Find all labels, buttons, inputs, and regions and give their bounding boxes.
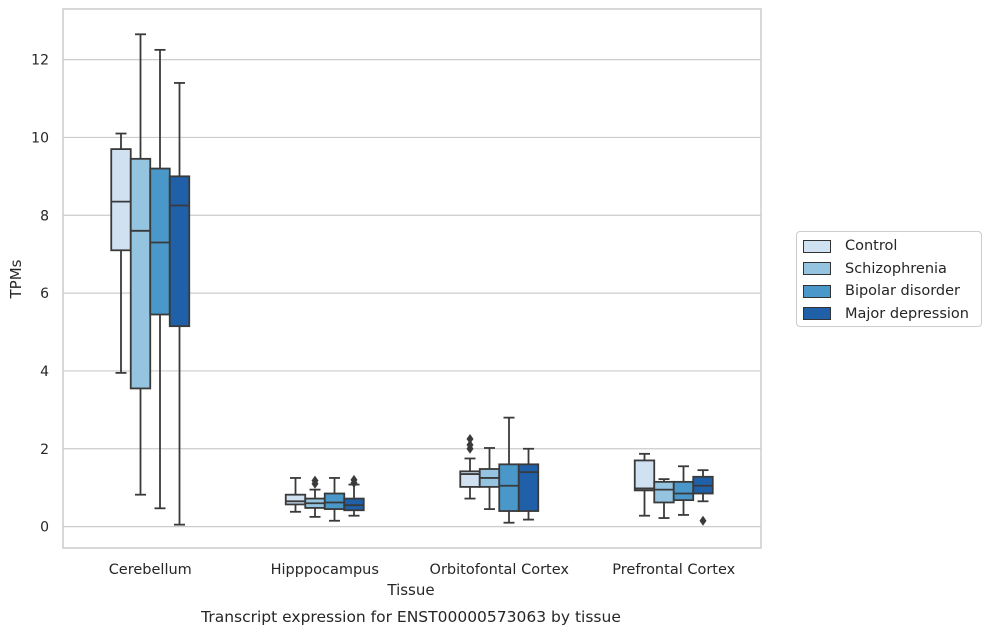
x-tick-label: Prefrontal Cortex	[612, 562, 735, 578]
box-iqr	[517, 463, 540, 512]
legend-label: Bipolar disorder	[845, 283, 960, 299]
box-iqr	[149, 167, 171, 316]
legend-item: Bipolar disorder	[803, 281, 960, 301]
outlier-point	[311, 475, 319, 486]
box-3-0	[633, 452, 656, 517]
y-tick-label: 8	[40, 208, 49, 224]
y-tick-label: 12	[31, 53, 49, 69]
outlier-point	[699, 515, 707, 526]
y-tick-label: 2	[40, 442, 49, 458]
legend-swatch	[803, 307, 831, 320]
x-tick-labels: Cerebellum Hipppocampus Orbitofontal Corte…	[109, 562, 736, 578]
y-tick-labels: 0 2 4 6 8 10 12	[31, 53, 49, 536]
box-iqr	[653, 480, 675, 504]
y-tick-label: 6	[40, 286, 49, 302]
x-tick-label: Hipppocampus	[271, 562, 379, 578]
box-iqr	[323, 492, 346, 510]
outlier-point	[466, 439, 474, 450]
y-axis-label: TPMs	[7, 259, 25, 299]
chart-title: Transcript expression for ENST0000057306…	[200, 608, 621, 626]
boxes	[110, 33, 714, 526]
box-iqr	[633, 459, 656, 492]
box-0-1	[129, 33, 152, 496]
y-tick-label: 10	[31, 130, 49, 146]
box-iqr	[129, 157, 152, 390]
box-0-0	[110, 132, 132, 374]
legend-item: Schizophrenia	[803, 259, 947, 279]
box-3-3	[692, 469, 714, 526]
y-tick-label: 4	[40, 364, 49, 380]
outlier-point	[350, 474, 358, 485]
legend-swatch	[803, 262, 831, 275]
legend-swatch	[803, 284, 831, 298]
box-iqr	[168, 175, 191, 328]
legend-label: Schizophrenia	[845, 260, 947, 277]
legend-label: Control	[845, 238, 898, 254]
plot-frame	[62, 8, 762, 549]
x-tick-label: Cerebellum	[109, 562, 192, 578]
box-iqr	[284, 493, 307, 506]
legend-swatch	[803, 239, 831, 253]
legend: Control Schizophrenia Bipolar disorder Majo…	[796, 231, 982, 327]
box-2-2	[498, 416, 520, 524]
x-axis-label: Tissue	[386, 581, 434, 599]
box-iqr	[498, 463, 520, 512]
outlier-point	[466, 434, 474, 445]
box-2-0	[459, 434, 481, 500]
box-1-3	[343, 474, 365, 517]
box-1-2	[323, 477, 346, 522]
box-1-0	[284, 477, 307, 513]
box-1-1	[304, 475, 326, 518]
box-2-3	[517, 447, 540, 521]
box-iqr	[672, 480, 695, 502]
box-0-3	[168, 82, 191, 526]
legend-item: Control	[803, 236, 897, 256]
box-iqr	[110, 148, 132, 252]
box-3-2	[672, 465, 695, 516]
x-tick-label: Orbitofontal Cortex	[430, 562, 570, 578]
box-0-2	[149, 48, 171, 510]
legend-label: Major depression	[845, 305, 969, 322]
box-2-1	[478, 447, 501, 510]
box-3-1	[653, 478, 675, 519]
legend-item: Major depression	[803, 304, 969, 324]
y-tick-label: 0	[40, 520, 49, 536]
